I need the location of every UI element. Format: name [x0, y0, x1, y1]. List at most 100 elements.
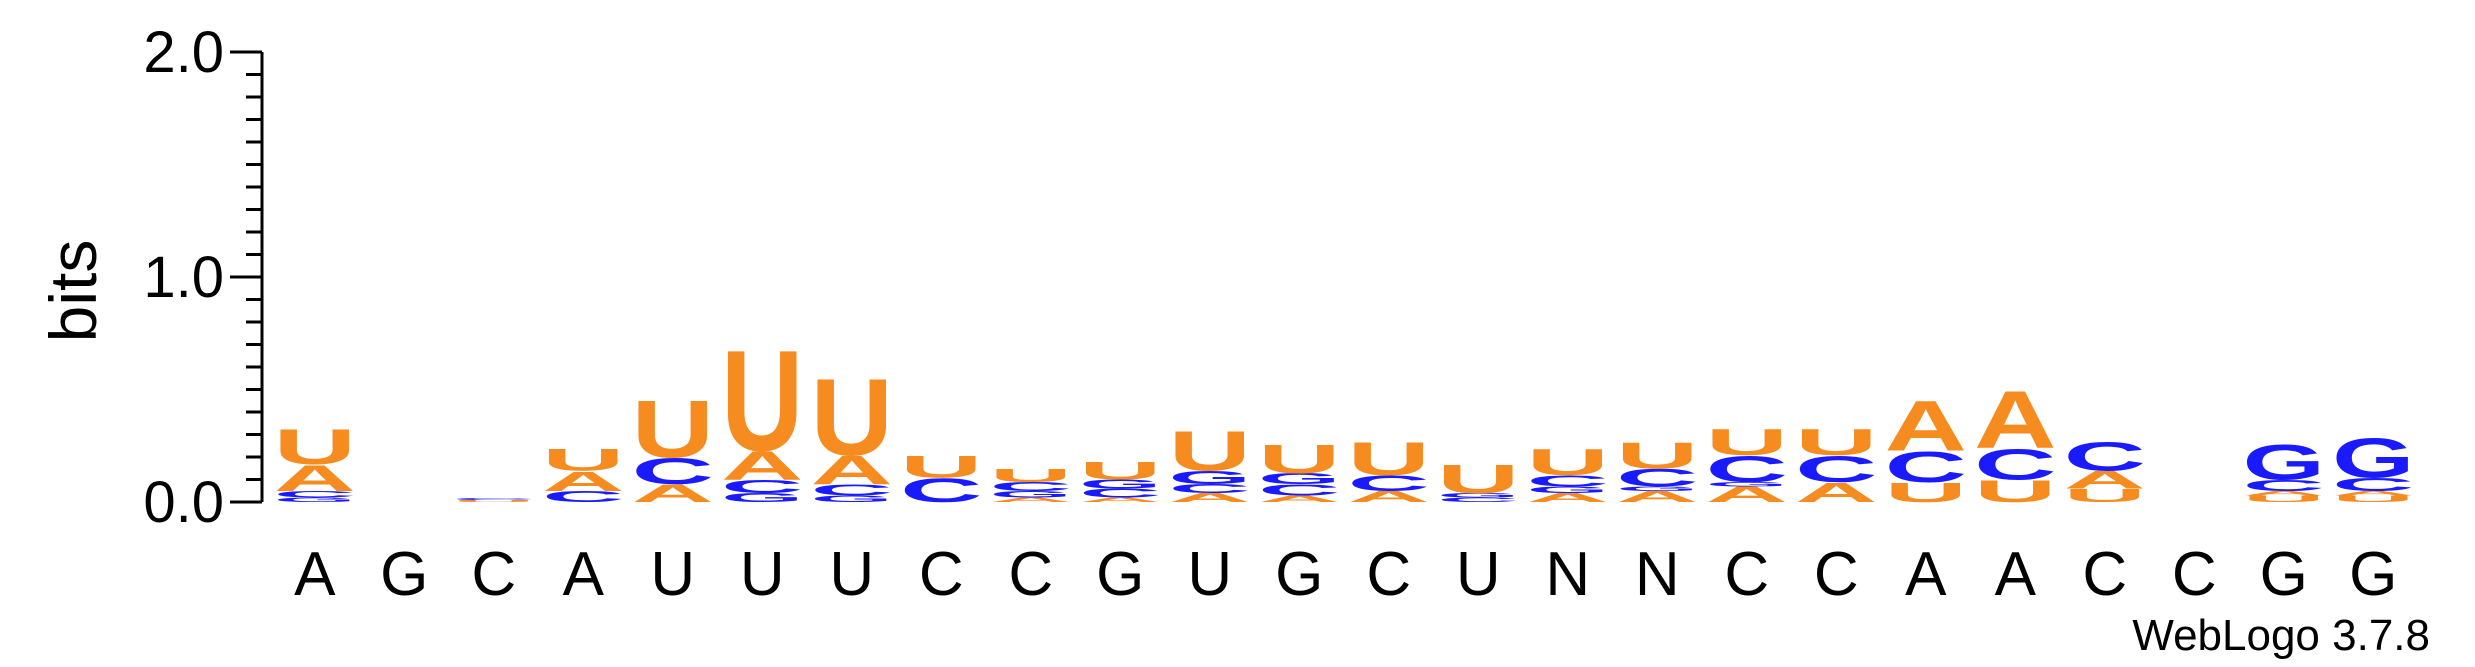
logo-glyph-a: A — [1348, 488, 1430, 505]
logo-glyph-a: A — [990, 496, 1072, 503]
logo-glyph-u: U — [2243, 494, 2325, 504]
logo-glyph-a: A — [721, 443, 803, 488]
position-stack: ACU — [1348, 433, 1430, 505]
logo-glyph-a: A — [2332, 490, 2414, 497]
logo-glyph-a: A — [632, 480, 714, 508]
logo-glyph-u: U — [2064, 485, 2146, 506]
logo-glyph-u: U — [2332, 494, 2414, 504]
logo-glyph-a: A — [1258, 494, 1340, 504]
logo-glyph-c: C — [721, 476, 803, 497]
logo-glyph-u: U — [1616, 434, 1698, 476]
position-label: U — [740, 540, 785, 609]
position-label: A — [563, 540, 605, 609]
position-label: U — [650, 540, 695, 609]
y-tick-label: 2.0 — [143, 20, 224, 85]
logo-glyph-c: C — [1885, 443, 1967, 492]
logo-glyph-c: C — [1974, 440, 2056, 489]
y-axis-label: bits — [36, 240, 110, 343]
position-label: C — [919, 540, 964, 609]
logo-glyph-c: C — [1795, 448, 1877, 490]
logo-glyph-u: U — [721, 322, 803, 482]
logo-glyph-a: A — [1795, 477, 1877, 508]
position-label: A — [1905, 540, 1947, 609]
position-label: N — [1635, 540, 1680, 609]
position-label: G — [1096, 540, 1144, 609]
logo-glyph-g: G — [1437, 492, 1519, 499]
y-tick-label: 0.0 — [143, 470, 224, 535]
logo-glyph-u: U — [632, 383, 714, 474]
logo-glyph-u: U — [1885, 477, 1967, 508]
logo-glyph-a: A — [1616, 488, 1698, 505]
position-stack: CGU — [1437, 457, 1519, 503]
logo-glyph-g: G — [1258, 470, 1340, 487]
position-label: U — [1187, 540, 1232, 609]
position-stack: UCA — [1974, 374, 2056, 509]
logo-glyph-c: C — [453, 497, 535, 500]
logo-glyph-a: A — [542, 465, 624, 496]
logo-glyph-c: C — [1258, 481, 1340, 498]
logo-glyph-u: U — [1795, 421, 1877, 463]
logo-glyph-g: G — [2243, 434, 2325, 490]
logo-glyph-u: U — [1169, 420, 1251, 483]
logo-glyph-a: A — [1079, 496, 1161, 503]
logo-glyph-c: C — [1706, 448, 1788, 490]
logo-glyph-g: G — [274, 496, 356, 503]
logo-glyph-u: U — [811, 356, 893, 478]
position-label: A — [294, 540, 336, 609]
weblogo-credit: WebLogo 3.7.8 — [2132, 611, 2430, 660]
logo-glyph-u: U — [1258, 437, 1340, 482]
logo-glyph-a: A — [1527, 491, 1609, 505]
logo-glyph-u: U — [453, 499, 535, 502]
logo-glyph-a: A — [1169, 491, 1251, 505]
logo-glyph-a: A — [1706, 483, 1788, 507]
logo-glyph-c: C — [1616, 464, 1698, 492]
position-label: G — [2260, 540, 2308, 609]
logo-glyph-c: C — [900, 471, 982, 509]
position-label: U — [829, 540, 874, 609]
position-label: A — [1995, 540, 2037, 609]
logo-glyph-u: U — [1348, 433, 1430, 485]
logo-glyph-g: G — [990, 489, 1072, 499]
position-label: G — [1275, 540, 1323, 609]
logo-glyph-c: C — [2064, 434, 2146, 479]
logo-glyph-c: C — [1079, 486, 1161, 500]
logo-glyph-c: C — [1527, 472, 1609, 489]
logo-glyph-a: A — [1974, 374, 2056, 465]
logo-glyph-u: U — [1527, 441, 1609, 483]
position-label: N — [1545, 540, 1590, 609]
position-stack: CAU — [542, 442, 624, 505]
logo-glyph-a: A — [2243, 490, 2325, 497]
position-label: U — [1456, 540, 1501, 609]
position-label: C — [2172, 540, 2217, 609]
logo-glyph-u: U — [1079, 457, 1161, 485]
logo-glyph-c: C — [1169, 482, 1251, 496]
logo-glyph-u: U — [1437, 457, 1519, 502]
logo-glyph-a: A — [2064, 466, 2146, 494]
position-label: C — [1366, 540, 1411, 609]
position-label: G — [380, 540, 428, 609]
logo-glyph-u: U — [990, 465, 1072, 486]
logo-glyph-c: C — [632, 450, 714, 492]
logo-glyph-g: G — [811, 494, 893, 504]
logo-glyph-u: U — [900, 449, 982, 484]
logo-glyph-c: C — [2332, 474, 2414, 495]
position-label: C — [1814, 540, 1859, 609]
logo-glyph-a: A — [1885, 386, 1967, 466]
position-stack: CU — [900, 449, 982, 510]
logo-glyph-u: U — [542, 442, 624, 477]
logo-glyph-c: C — [274, 489, 356, 499]
logo-glyph-g: G — [1079, 477, 1161, 491]
